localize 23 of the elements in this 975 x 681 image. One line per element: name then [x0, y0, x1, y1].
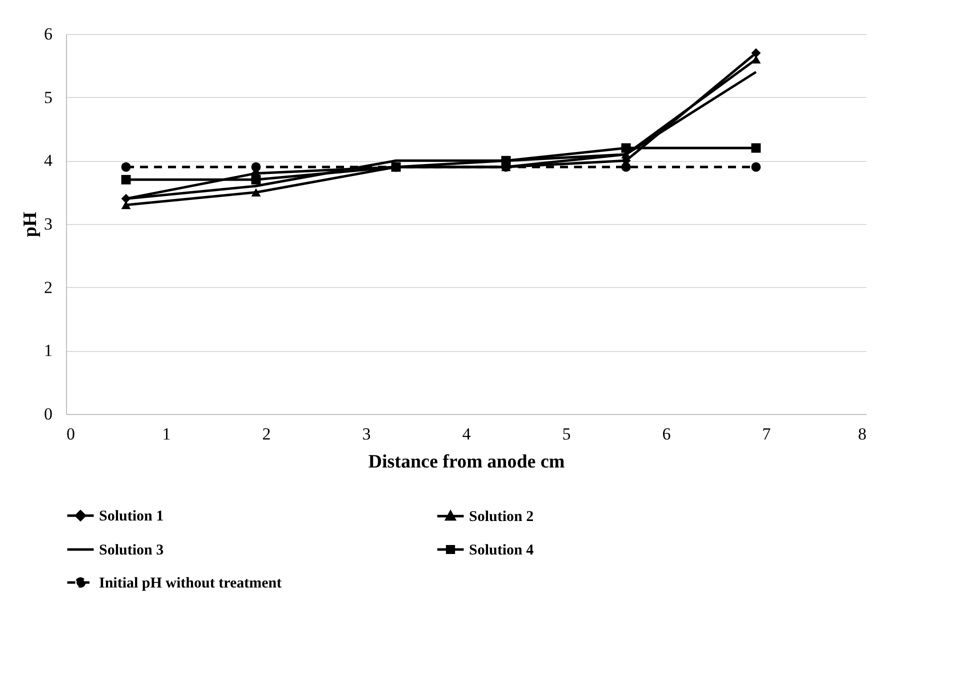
legend-label: Initial pH without treatment — [99, 576, 282, 592]
x-axis-title: Distance from anode cm — [368, 452, 565, 472]
x-tick-label: 8 — [858, 424, 866, 444]
y-tick-label: 3 — [44, 214, 52, 234]
y-tick-label: 5 — [44, 88, 52, 107]
x-tick-label: 6 — [662, 424, 671, 444]
y-tick-label: 6 — [44, 24, 52, 44]
y-tick-label: 1 — [44, 341, 52, 360]
x-tick-label: 3 — [362, 424, 371, 444]
x-tick-label: 2 — [262, 424, 271, 444]
y-tick-label: 2 — [44, 278, 52, 297]
legend-label: Solution 3 — [99, 542, 164, 558]
x-tick-label: 7 — [762, 424, 772, 444]
x-tick-label: 4 — [462, 424, 472, 444]
legend-label: Solution 4 — [469, 542, 534, 558]
x-tick-label: 5 — [562, 424, 571, 444]
y-tick-label: 4 — [44, 151, 53, 170]
legend-label: Solution 1 — [99, 508, 164, 525]
x-tick-label: 0 — [66, 424, 75, 444]
y-axis-title: pH — [20, 212, 41, 238]
legend-label: Solution 2 — [469, 509, 534, 526]
y-tick-label: 0 — [44, 404, 52, 424]
x-tick-label: 1 — [162, 424, 171, 444]
